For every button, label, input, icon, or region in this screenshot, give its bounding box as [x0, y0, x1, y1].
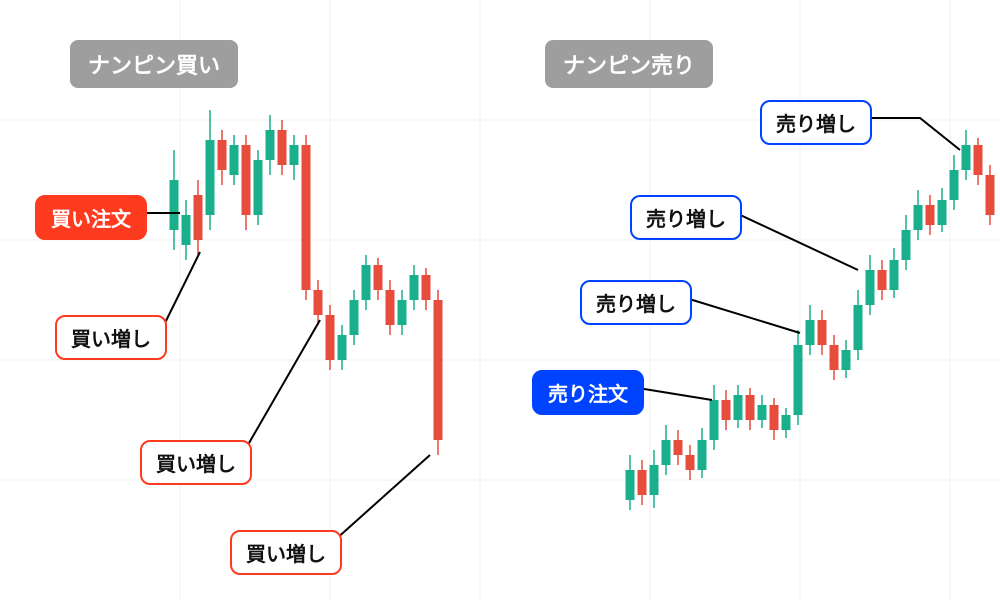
right-panel: ナンピン売り 売り注文売り増し売り増し売り増し — [500, 0, 1000, 600]
left-annotation-3: 買い増し — [230, 530, 342, 575]
right-title-badge: ナンピン売り — [545, 40, 713, 88]
right-annotation-1: 売り増し — [580, 280, 692, 325]
right-annotation-3: 売り増し — [760, 100, 872, 145]
left-candlestick-chart — [0, 0, 500, 600]
right-annotation-2: 売り増し — [630, 195, 742, 240]
left-annotation-0: 買い注文 — [35, 195, 147, 240]
left-title-badge: ナンピン買い — [70, 40, 238, 88]
left-annotation-1: 買い増し — [55, 315, 167, 360]
left-panel: ナンピン買い 買い注文買い増し買い増し買い増し — [0, 0, 500, 600]
right-annotation-0: 売り注文 — [532, 370, 644, 415]
left-annotation-2: 買い増し — [140, 440, 252, 485]
right-candlestick-chart — [500, 0, 1000, 600]
